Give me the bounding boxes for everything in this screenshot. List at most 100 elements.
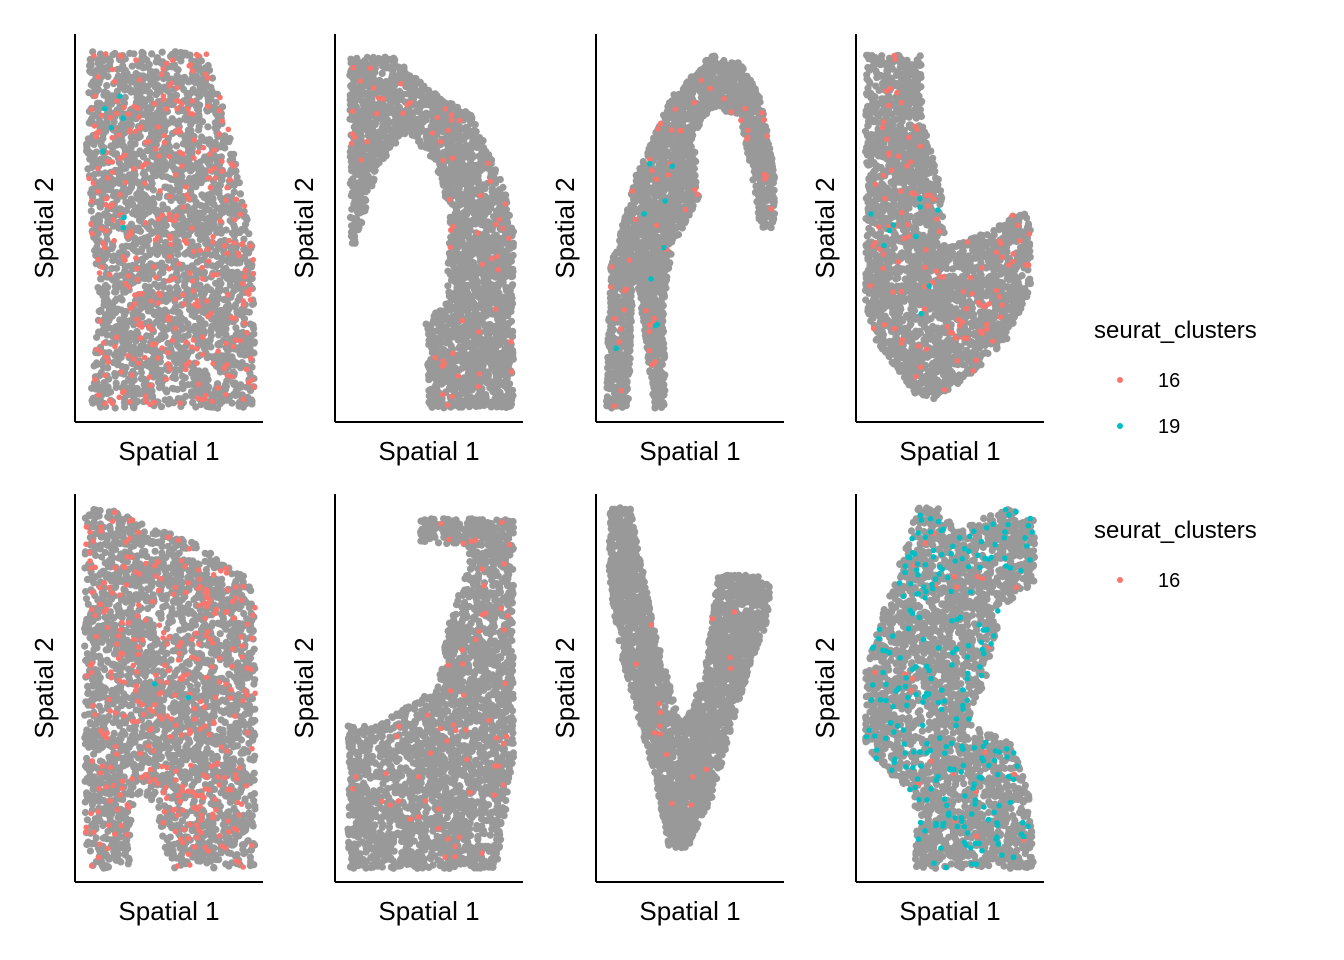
spot-cluster-16 [95, 256, 101, 263]
spot-background [111, 372, 119, 380]
spot-cluster-16 [92, 376, 98, 383]
spot-background [171, 370, 179, 378]
spot-background [120, 318, 128, 326]
spot-background [222, 226, 230, 234]
spot-cluster-16 [242, 320, 248, 327]
spot-background [109, 180, 117, 188]
spot-background [105, 315, 113, 323]
spot-cluster-16 [127, 127, 133, 133]
spot-background [134, 224, 143, 232]
spot-cluster-16 [166, 266, 172, 272]
spot-cluster-19 [108, 125, 115, 131]
spot-cluster-16 [196, 381, 202, 388]
spot-cluster-16 [193, 51, 200, 58]
spot-background [88, 397, 96, 405]
spot-cluster-16 [237, 211, 244, 218]
spot-background [142, 346, 150, 354]
spot-cluster-16 [166, 366, 173, 372]
spot-cluster-16 [103, 354, 110, 361]
spot-cluster-16 [242, 267, 248, 274]
spot-background [229, 206, 237, 214]
spot-background [120, 394, 128, 403]
spot-cluster-16 [146, 374, 153, 381]
spot-background [210, 403, 218, 411]
spot-background [197, 269, 205, 278]
spot-cluster-16 [114, 98, 120, 104]
spot-background [425, 364, 433, 372]
spot-background [179, 229, 187, 237]
spot-background [434, 168, 442, 176]
spot-background [87, 207, 95, 215]
spot-background [230, 188, 238, 196]
spot-cluster-16 [134, 276, 141, 283]
spot-background [501, 249, 509, 257]
spot-background [389, 85, 397, 93]
spot-background [166, 322, 174, 330]
spot-cluster-16 [142, 180, 148, 187]
spot-cluster-16 [136, 360, 142, 367]
spot-cluster-16 [199, 264, 205, 271]
spot-background [172, 230, 180, 238]
spot-background [211, 138, 219, 147]
spot-background [169, 307, 177, 315]
spot-cluster-16 [166, 211, 173, 218]
spot-background [152, 171, 160, 180]
spot-cluster-16 [156, 290, 162, 297]
spot-cluster-16 [169, 57, 176, 63]
spot-cluster-16 [186, 63, 192, 69]
spot-background [159, 111, 167, 119]
spot-background [348, 94, 356, 102]
spot-background [98, 360, 106, 368]
spot-cluster-16 [251, 384, 257, 390]
spot-cluster-16 [86, 175, 92, 182]
spot-cluster-16 [142, 398, 149, 405]
spot-cluster-16 [205, 103, 211, 110]
spot-cluster-16 [217, 218, 224, 224]
spot-cluster-16 [167, 193, 173, 200]
spot-background [152, 68, 160, 76]
spot-background [207, 324, 215, 333]
spot-background [126, 116, 134, 124]
spot-background [159, 158, 168, 166]
spot-cluster-16 [133, 57, 139, 63]
spot-cluster-16 [183, 184, 189, 190]
spot-cluster-16 [183, 339, 190, 346]
spot-cluster-16 [136, 114, 142, 120]
spot-background [196, 101, 204, 109]
spot-background [195, 227, 203, 235]
spot-cluster-16 [133, 128, 139, 135]
spot-cluster-16 [248, 355, 254, 362]
spot-background [99, 135, 107, 143]
spot-cluster-16 [155, 124, 161, 130]
spot-cluster-16 [100, 240, 106, 246]
spot-cluster-16 [161, 139, 168, 146]
spot-cluster-16 [189, 225, 195, 231]
spot-cluster-16 [160, 96, 167, 103]
spot-cluster-16 [165, 361, 172, 367]
spot-cluster-16 [156, 153, 162, 159]
spot-cluster-16 [133, 255, 139, 261]
spot-background [144, 362, 152, 370]
background-spots [83, 48, 258, 412]
spot-cluster-16 [204, 246, 211, 253]
spot-cluster-16 [238, 241, 245, 248]
spot-cluster-16 [107, 114, 114, 121]
spot-cluster-16 [179, 101, 185, 107]
spot-background [140, 53, 148, 62]
spot-cluster-16 [181, 237, 188, 244]
spot-cluster-19 [102, 105, 108, 112]
spot-cluster-16 [224, 291, 231, 298]
spot-background [145, 236, 153, 244]
spot-cluster-16 [217, 94, 223, 101]
spot-cluster-16 [111, 78, 118, 85]
spot-cluster-16 [125, 233, 131, 240]
spot-cluster-16 [194, 395, 201, 401]
spot-background [181, 217, 189, 225]
spot-background [173, 157, 181, 165]
spot-cluster-16 [225, 126, 232, 133]
spot-background [178, 372, 186, 380]
spot-background [162, 386, 170, 394]
spot-background [215, 339, 223, 347]
spot-cluster-16 [206, 258, 212, 265]
